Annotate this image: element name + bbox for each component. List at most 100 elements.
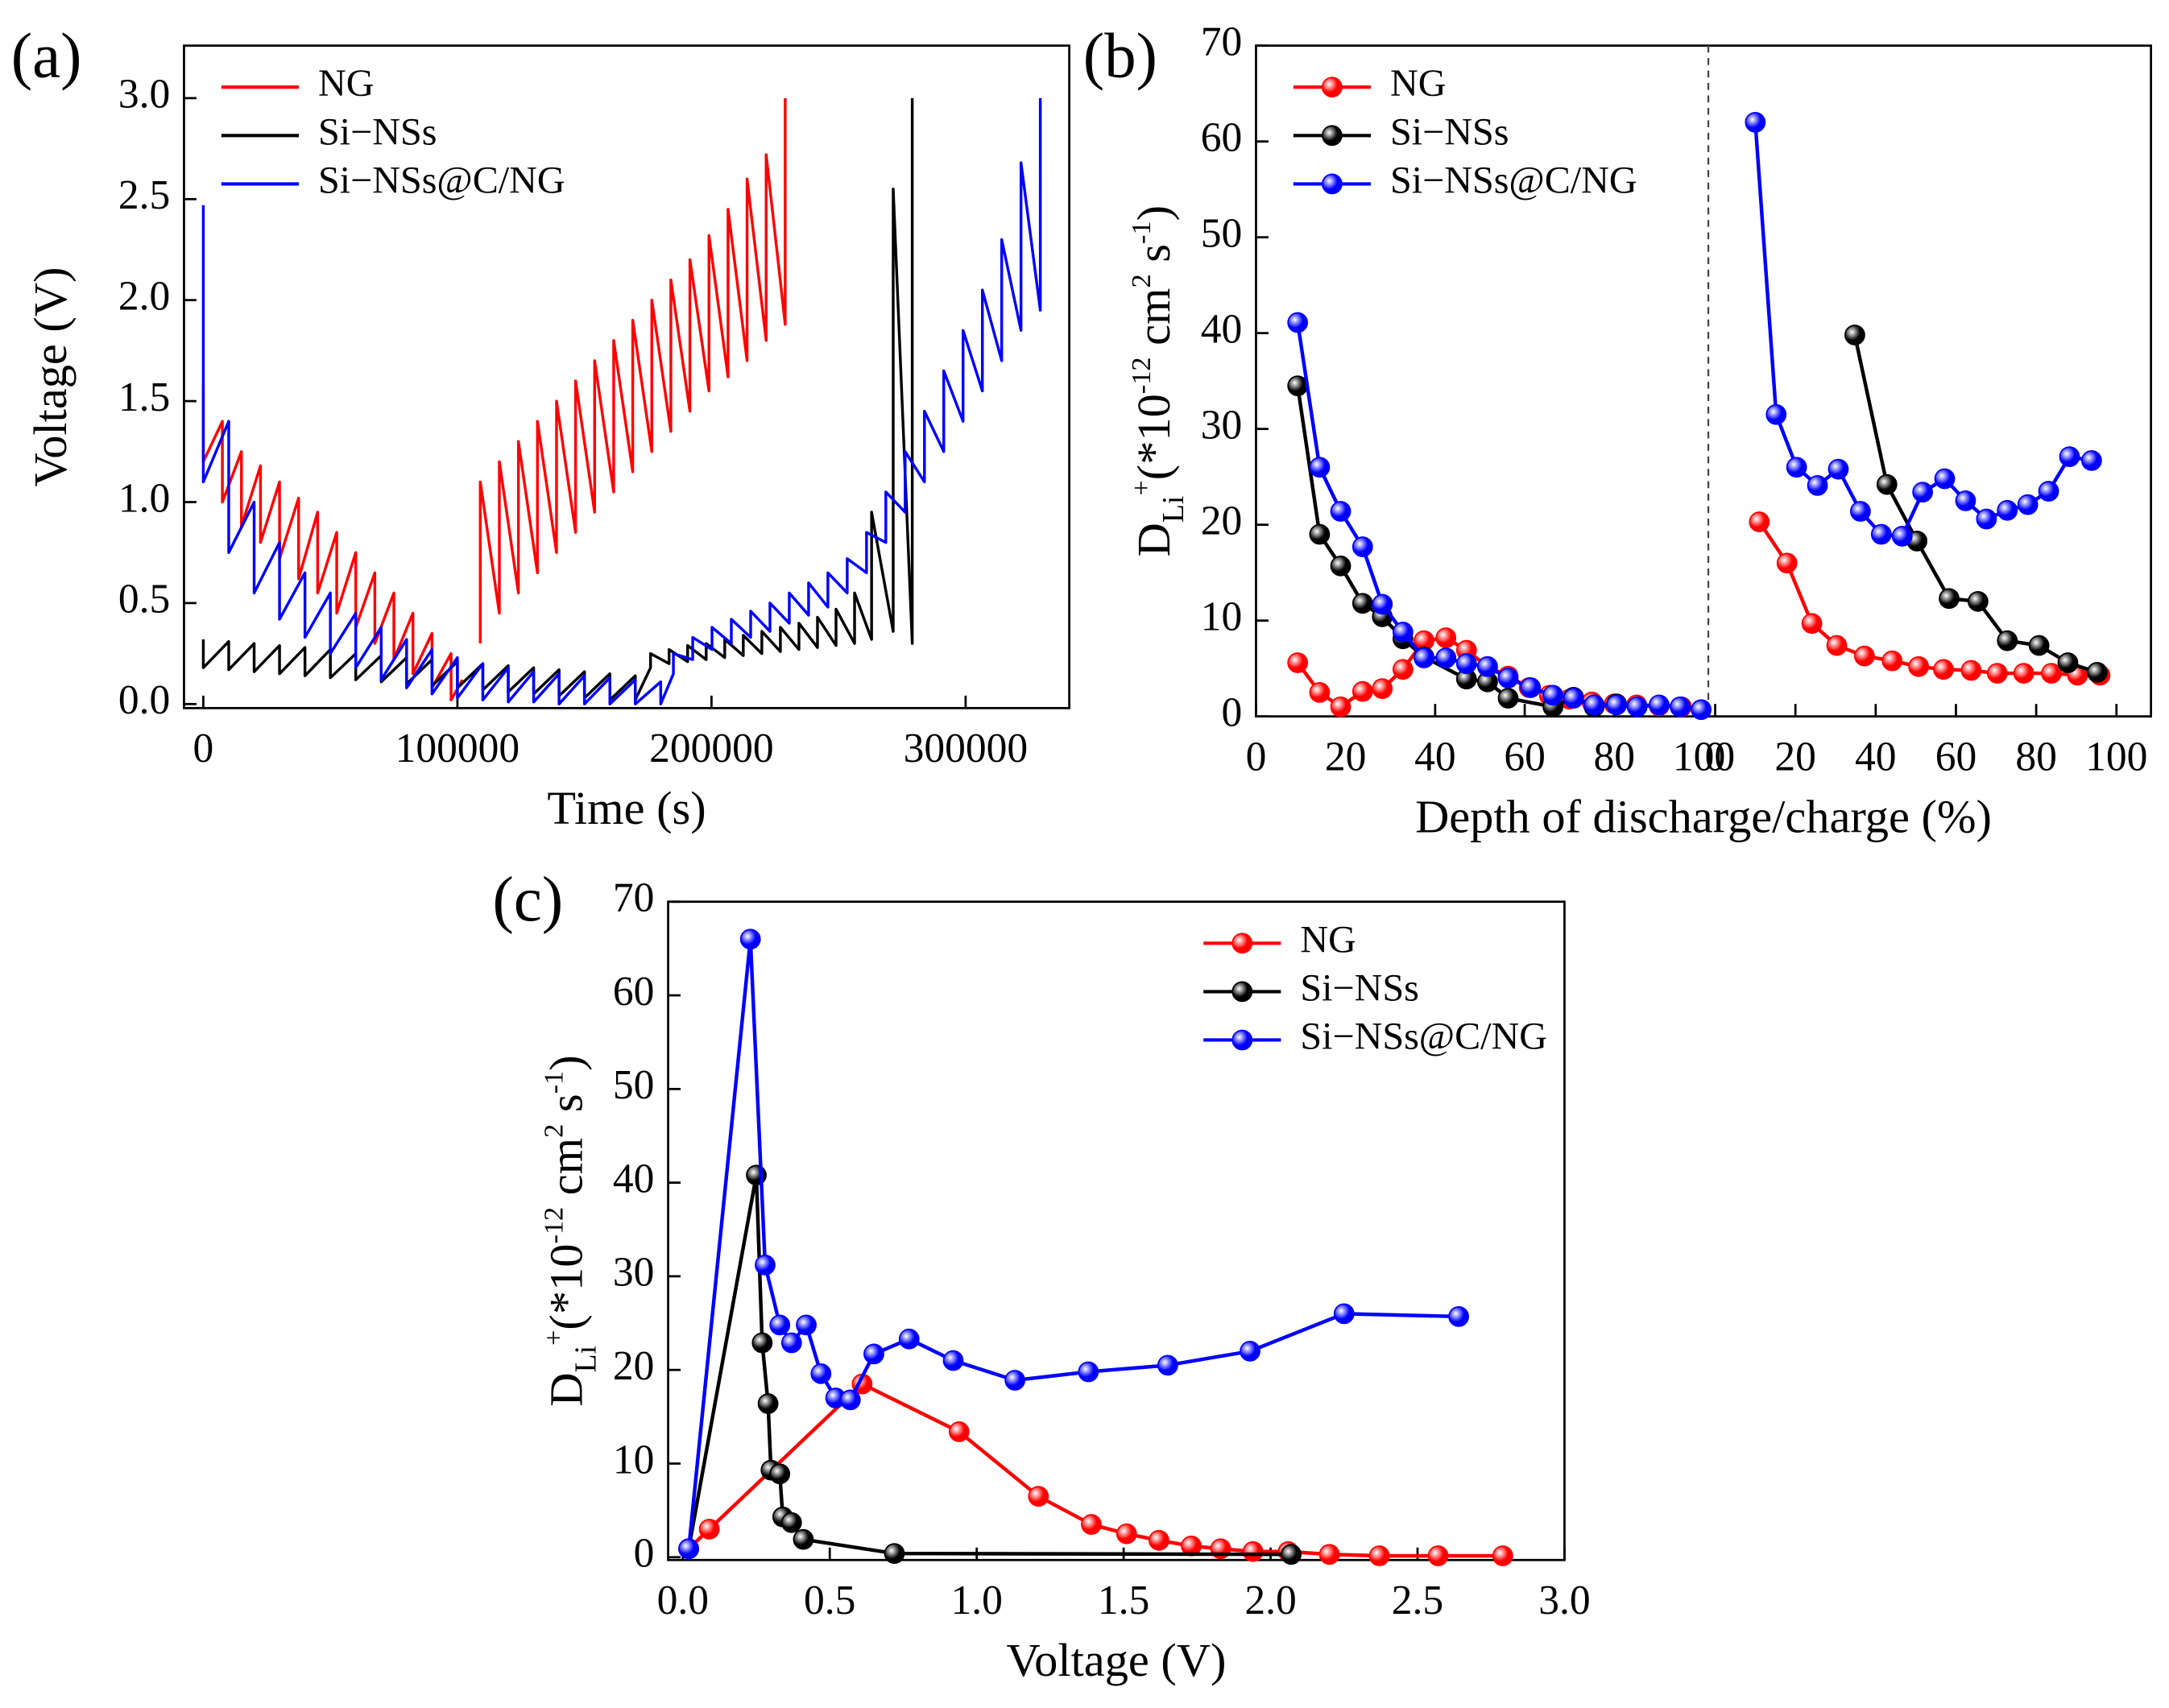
x-tick-label: 200000	[649, 726, 774, 771]
panel-label: (a)	[11, 21, 82, 91]
x-tick-label: 0	[1705, 734, 1726, 780]
x-tick-label: 0.0	[657, 1578, 709, 1623]
y-tick-label: 20	[1201, 498, 1243, 544]
data-point	[1116, 1523, 1137, 1545]
data-point	[1850, 501, 1871, 522]
y-axis-title: Voltage (V)	[24, 267, 77, 487]
data-point	[1997, 630, 2018, 651]
y-tick-label: 30	[1201, 402, 1243, 448]
y-axis-title-part: D	[1128, 523, 1181, 556]
series-line	[201, 97, 787, 702]
y-tick-label: 10	[1201, 593, 1243, 639]
x-tick-label: 0.5	[804, 1578, 855, 1623]
y-axis-title-part: s	[540, 1094, 593, 1123]
y-tick-label: 70	[613, 875, 655, 921]
y-axis-title-part: )	[1128, 205, 1181, 221]
x-tick-label: 0	[1246, 734, 1267, 780]
legend-marker	[1322, 125, 1343, 147]
y-axis-title-part: (*10	[1128, 394, 1181, 480]
legend-marker	[1322, 77, 1343, 98]
series-line	[687, 1382, 1503, 1558]
y-tick-label: 3.0	[118, 72, 170, 118]
x-tick-label: 1.5	[1098, 1578, 1149, 1623]
data-point	[1372, 678, 1393, 699]
data-point	[1934, 468, 1956, 490]
data-point	[1333, 1303, 1355, 1325]
data-point	[1392, 659, 1414, 680]
data-point	[1828, 458, 1849, 480]
x-axis-title: Time (s)	[547, 782, 706, 834]
data-point	[2017, 494, 2039, 515]
data-point	[2041, 663, 2062, 684]
data-point	[1427, 1545, 1449, 1566]
data-point	[2013, 663, 2034, 684]
legend-label: NG	[1390, 62, 1446, 105]
x-tick-label: 80	[1594, 734, 1636, 780]
y-axis-title-part: Li	[569, 1346, 602, 1373]
data-point	[1309, 681, 1331, 703]
x-tick-label: 3.0	[1538, 1578, 1590, 1623]
y-axis-title: DLi+(*10-12 cm2 s-1)	[1126, 205, 1190, 556]
legend-label: Si−NSs@C/NG	[318, 159, 565, 201]
series-line	[1753, 122, 2092, 539]
legend-marker	[1231, 981, 1253, 1003]
y-tick-label: 10	[613, 1437, 655, 1483]
data-point	[1912, 482, 1933, 503]
data-point	[1497, 688, 1519, 709]
data-point	[1967, 590, 1989, 612]
data-point	[698, 1518, 720, 1540]
data-point	[1351, 680, 1373, 702]
y-axis-title-part: )	[540, 1055, 593, 1070]
y-tick-label: 50	[613, 1062, 655, 1108]
y-tick-label: 2.0	[118, 274, 170, 320]
data-point	[1520, 677, 1542, 698]
data-point	[1997, 499, 2018, 521]
data-point	[1745, 111, 1766, 133]
data-point	[757, 1393, 779, 1414]
y-tick-label: 0.0	[118, 677, 170, 723]
y-axis-title-part: s	[1128, 244, 1181, 274]
data-point	[1351, 593, 1373, 614]
data-point	[780, 1512, 802, 1533]
y-tick-label: 40	[1201, 306, 1243, 352]
y-tick-label: 1.5	[118, 374, 170, 420]
legend-label: Si−NSs@C/NG	[1300, 1015, 1547, 1058]
y-tick-label: 60	[613, 969, 655, 1015]
legend-label: Si−NSs	[1300, 966, 1418, 1009]
data-point	[1477, 655, 1498, 677]
data-point	[1309, 523, 1331, 545]
y-tick-label: 50	[1201, 210, 1243, 256]
data-point	[810, 1363, 832, 1384]
legend-label: Si−NSs	[318, 110, 437, 153]
x-tick-label: 2.0	[1244, 1578, 1296, 1623]
data-point	[1309, 457, 1331, 478]
data-point	[1908, 655, 1930, 677]
legend-label: Si−NSs@C/NG	[1390, 159, 1637, 201]
data-point	[1435, 627, 1457, 648]
data-point	[1492, 1545, 1513, 1566]
data-point	[796, 1314, 817, 1336]
y-axis-title: DLi+(*10-12 cm2 s-1)	[538, 1055, 602, 1406]
data-point	[2081, 450, 2102, 471]
y-axis-title-part: Li	[1157, 496, 1190, 523]
data-point	[1448, 1306, 1469, 1327]
data-point	[1776, 552, 1798, 574]
legend-marker	[1231, 1029, 1253, 1051]
y-axis-title-part: 2	[1126, 274, 1157, 287]
x-tick-label: 100	[2085, 734, 2147, 780]
y-axis-title-part: +	[538, 1330, 569, 1346]
legend-label: Si−NSs	[1390, 110, 1509, 153]
data-point	[1149, 1529, 1169, 1551]
data-point	[1368, 1545, 1390, 1566]
plot-frame	[183, 44, 1070, 709]
data-point	[1870, 523, 1892, 545]
x-tick-label: 20	[1774, 734, 1816, 780]
y-tick-label: 20	[613, 1343, 655, 1389]
data-point	[1583, 694, 1605, 716]
data-point	[1844, 325, 1865, 345]
y-tick-label: 40	[613, 1156, 655, 1201]
y-axis-title-part: -12	[1126, 357, 1157, 394]
x-tick-label: 80	[2015, 734, 2057, 780]
data-point	[1318, 1544, 1340, 1565]
y-axis-title-part: cm	[1128, 288, 1181, 358]
